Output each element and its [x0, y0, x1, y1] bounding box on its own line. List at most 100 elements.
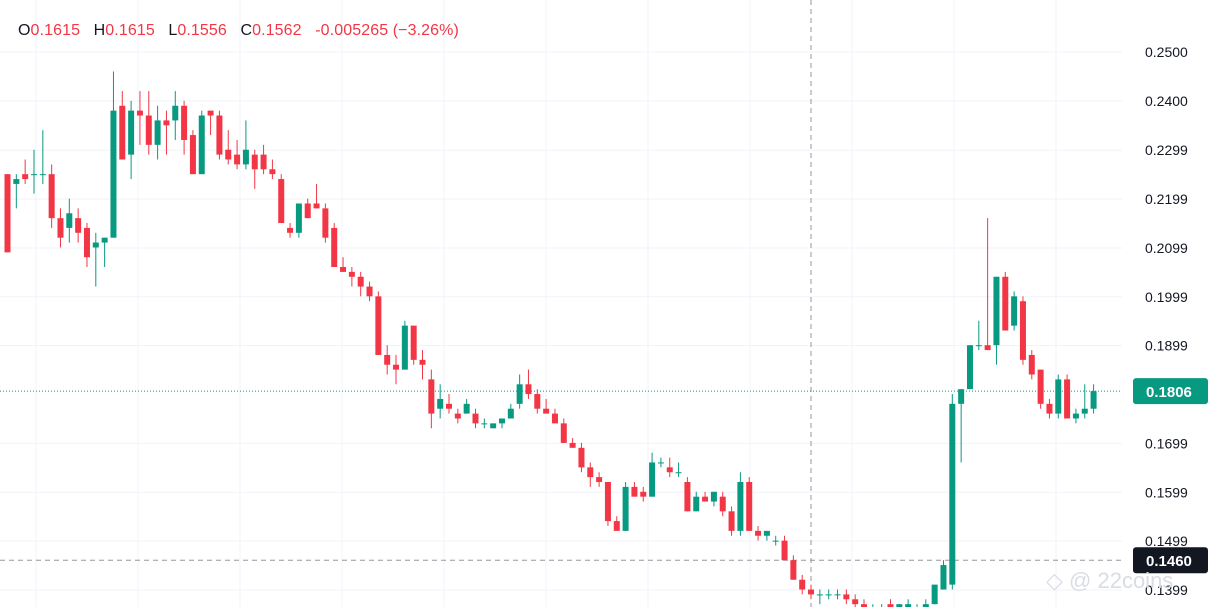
candle-body — [454, 413, 461, 419]
candle-body — [905, 604, 912, 607]
candle-body — [313, 203, 320, 209]
candle — [119, 91, 126, 160]
candle-body — [75, 218, 82, 233]
candle-body — [437, 398, 444, 409]
y-tick-label: 0.2199 — [1145, 191, 1188, 207]
candle — [958, 389, 965, 463]
candle-body — [808, 589, 815, 595]
candle-body — [763, 530, 770, 536]
open-key: O — [18, 22, 31, 39]
candle — [401, 320, 408, 370]
candle-body — [260, 154, 267, 170]
candle — [596, 472, 603, 487]
candle — [1081, 384, 1088, 419]
candle — [1064, 374, 1071, 419]
candle — [604, 482, 611, 526]
candle — [755, 525, 762, 541]
candle-body — [657, 462, 664, 464]
candle — [613, 516, 620, 531]
candle-body — [675, 472, 682, 474]
candle-body — [357, 276, 364, 287]
candle — [975, 320, 982, 351]
y-tick-label: 0.2099 — [1145, 240, 1188, 256]
candle-body — [181, 105, 188, 140]
candle — [251, 149, 258, 189]
candle — [905, 599, 912, 607]
candle — [366, 281, 373, 302]
candle — [384, 345, 391, 375]
candle-body — [30, 174, 37, 176]
candle-body — [101, 237, 108, 243]
candle — [649, 452, 656, 497]
candle — [534, 389, 541, 414]
candle — [75, 208, 82, 243]
candle-body — [225, 149, 232, 160]
candle — [781, 535, 788, 561]
candle — [154, 105, 161, 160]
candle — [110, 71, 117, 238]
candle-body — [710, 491, 717, 502]
candle-body — [569, 442, 576, 448]
candle-body — [1028, 354, 1035, 375]
candle — [189, 130, 196, 175]
candle-body — [631, 486, 638, 497]
last-price-badge — [1133, 378, 1208, 405]
candle — [949, 394, 956, 590]
candle-body — [128, 110, 135, 155]
candle — [287, 223, 294, 238]
candle-body — [940, 565, 947, 590]
candle — [375, 291, 382, 355]
candle-body — [534, 394, 541, 409]
candle-body — [384, 354, 391, 365]
candle — [746, 477, 753, 531]
candle — [940, 560, 947, 590]
candle — [763, 530, 770, 541]
candle — [1037, 369, 1044, 409]
candle-body — [896, 604, 903, 607]
candle-body — [622, 486, 629, 531]
candle-body — [145, 115, 152, 145]
crosshair-price-badge — [1133, 547, 1208, 574]
candle — [295, 203, 302, 238]
candle — [931, 584, 938, 605]
candle-body — [136, 110, 143, 116]
candle-body — [843, 594, 850, 600]
y-tick-label: 0.1399 — [1145, 582, 1188, 598]
candle — [551, 408, 558, 424]
candle-body — [490, 423, 497, 429]
candle — [1046, 398, 1053, 419]
candle — [916, 604, 918, 607]
candle-body — [419, 359, 426, 365]
open-value: 0.1615 — [30, 22, 81, 39]
candle — [322, 203, 329, 243]
candle-body — [755, 530, 762, 536]
candle-body — [1064, 379, 1071, 419]
candle-body — [852, 599, 859, 605]
candle-body — [1037, 369, 1044, 404]
candle-body — [498, 418, 505, 424]
candle-body — [737, 482, 744, 531]
y-tick-label: 0.1899 — [1145, 338, 1188, 354]
y-tick-label: 0.2400 — [1145, 93, 1188, 109]
candle-body — [781, 540, 788, 561]
candle — [92, 232, 99, 287]
candle — [728, 506, 735, 536]
candle-body — [596, 477, 603, 483]
candle-body — [1046, 403, 1053, 414]
candle-body — [340, 267, 347, 272]
candle-body — [393, 364, 400, 370]
candle-body — [163, 120, 170, 126]
candle — [560, 418, 567, 443]
candle — [843, 589, 850, 605]
candle — [242, 120, 249, 170]
candle-body — [746, 482, 753, 531]
candle-body — [348, 271, 355, 277]
candle — [313, 183, 320, 209]
candle — [657, 457, 664, 468]
candle-body — [525, 384, 532, 395]
candle-body — [516, 384, 523, 404]
candle — [587, 462, 594, 487]
candle-body — [1055, 379, 1062, 414]
